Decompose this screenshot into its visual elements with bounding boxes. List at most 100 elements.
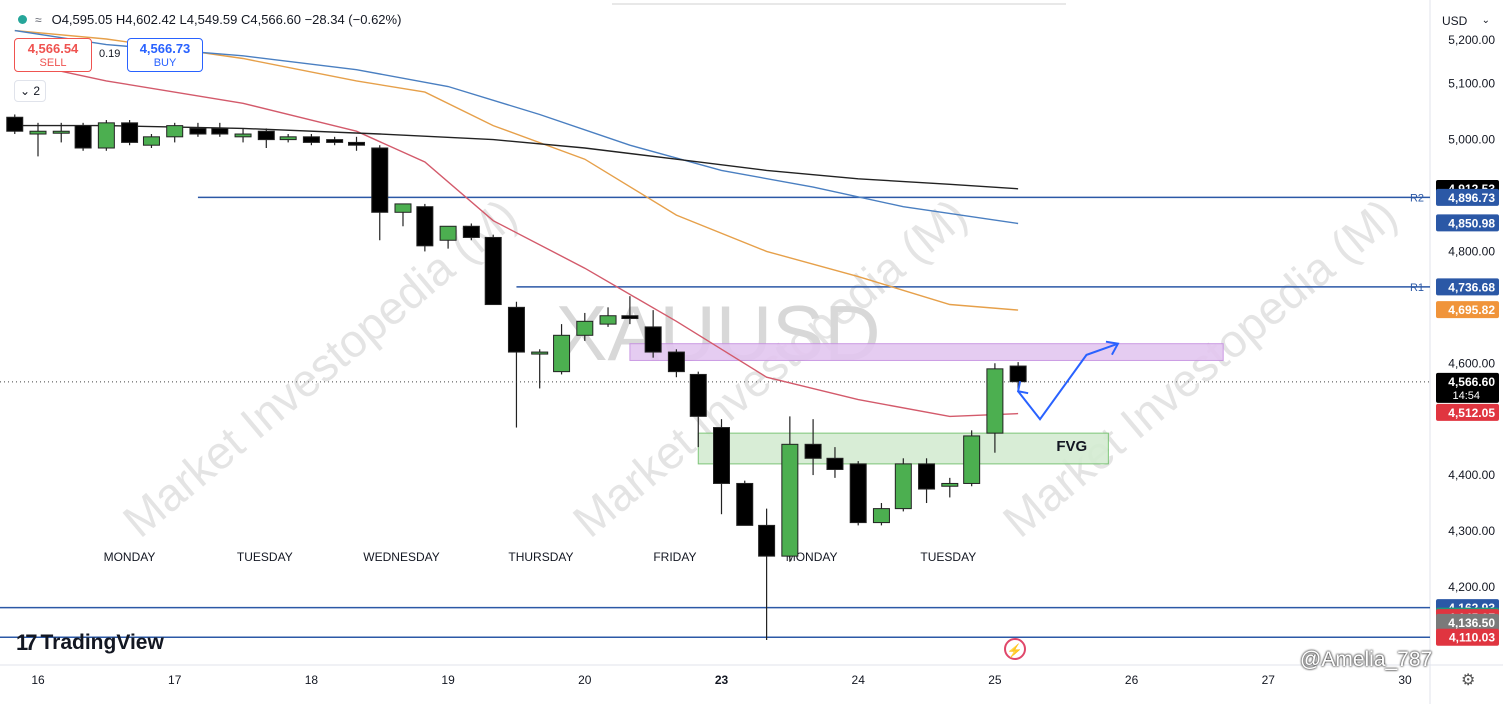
currency-selector[interactable]: USD ⌄ [1436, 10, 1496, 32]
watermark-text: Market Investopedia (M) [113, 188, 526, 547]
price-tick-label: 4,200.00 [1448, 580, 1495, 594]
price-tag [1436, 301, 1499, 319]
bull-candle[interactable] [166, 125, 184, 138]
bull-candle[interactable] [394, 203, 412, 213]
price-tag-value: 4,566.60 [1448, 375, 1495, 389]
fvg-label: FVG [1056, 438, 1087, 455]
price-tag-value: 4,512.05 [1448, 406, 1495, 420]
bear-candle[interactable] [302, 136, 320, 143]
bull-candle[interactable] [941, 482, 959, 487]
bear-candle[interactable] [326, 139, 344, 143]
spread-value: 0.19 [99, 48, 121, 60]
chevron-down-icon: ⌄ [1481, 15, 1490, 26]
bear-candle[interactable] [371, 147, 389, 213]
price-tick-label: 4,600.00 [1448, 356, 1495, 370]
sell-button[interactable]: 4,566.54 SELL [14, 38, 92, 72]
date-tick-label: 26 [1125, 673, 1139, 687]
bull-candle[interactable] [531, 351, 549, 355]
price-tag [1436, 214, 1499, 232]
bull-candle[interactable] [963, 435, 981, 484]
date-tick-label: 19 [441, 673, 455, 687]
bear-candle[interactable] [211, 127, 229, 135]
bear-candle[interactable] [189, 127, 207, 135]
bull-candle[interactable] [279, 136, 297, 141]
bull-candle[interactable] [872, 508, 890, 524]
buy-price: 4,566.73 [139, 41, 191, 56]
date-tick-label: 16 [31, 673, 45, 687]
price-tag-value: 4,896.73 [1448, 191, 1495, 205]
price-tick-label: 4,300.00 [1448, 524, 1495, 538]
arrow-tail-icon [1016, 381, 1029, 395]
bull-candle[interactable] [97, 122, 115, 149]
bull-candle[interactable] [576, 320, 594, 336]
bull-candle[interactable] [52, 130, 70, 134]
date-tick-label: 17 [168, 673, 182, 687]
level-label: R2 [1410, 192, 1424, 204]
bear-candle[interactable] [484, 236, 502, 306]
bear-candle[interactable] [758, 524, 776, 557]
bear-candle[interactable] [621, 315, 639, 320]
price-tag [1436, 403, 1499, 421]
ohlc-values: O4,595.05 H4,602.42 L4,549.59 C4,566.60 … [51, 12, 402, 27]
bull-candle[interactable] [553, 334, 571, 373]
bear-candle[interactable] [74, 125, 92, 149]
bear-candle[interactable] [689, 373, 707, 417]
symbol-wave-icon: ≈ [35, 12, 42, 27]
bear-candle[interactable] [667, 351, 685, 373]
bull-candle[interactable] [439, 225, 457, 241]
price-tag-value: 4,850.98 [1448, 216, 1495, 230]
session-label: FRIDAY [653, 550, 696, 564]
bear-candle[interactable] [1009, 365, 1027, 383]
session-label: MONDAY [786, 550, 838, 564]
author-credit: @Amelia_787 [1300, 648, 1433, 671]
date-tick-label: 18 [305, 673, 319, 687]
bear-candle[interactable] [804, 443, 822, 459]
bear-candle[interactable] [713, 427, 730, 484]
bull-candle[interactable] [781, 443, 799, 557]
price-tag [1436, 278, 1499, 296]
ema-red-line [14, 60, 1019, 418]
price-tick-label-partial: 5,200.00 [1448, 33, 1495, 47]
flash-event-icon[interactable]: ⚡ [1004, 638, 1026, 660]
bear-candle[interactable] [348, 141, 366, 146]
bull-candle[interactable] [234, 133, 252, 138]
projection-arrow [1017, 342, 1119, 421]
price-tick-label: 4,400.00 [1448, 468, 1495, 482]
bull-candle[interactable] [894, 463, 912, 510]
level-label: R1 [1410, 282, 1424, 294]
bear-candle[interactable] [507, 306, 525, 353]
bull-candle[interactable] [29, 130, 47, 135]
bear-candle[interactable] [6, 116, 24, 132]
session-label: TUESDAY [237, 550, 293, 564]
price-tag-value: 4,110.03 [1449, 631, 1495, 645]
price-tag-value: 4,736.68 [1448, 280, 1495, 294]
indicators-toggle-button[interactable]: ⌄ 2 [14, 80, 46, 102]
ema-orange-line [14, 29, 1019, 311]
date-tick-label: 23 [715, 673, 729, 687]
session-label: TUESDAY [920, 550, 976, 564]
buy-button[interactable]: 4,566.73 BUY [127, 38, 203, 72]
bear-candle[interactable] [826, 457, 844, 470]
gear-icon[interactable]: ⚙ [1461, 672, 1476, 689]
tradingview-logo[interactable]: 17 TradingView [16, 630, 164, 656]
sell-price: 4,566.54 [27, 41, 79, 56]
date-tick-label: 20 [578, 673, 592, 687]
bear-candle[interactable] [121, 122, 139, 143]
session-label: WEDNESDAY [363, 550, 439, 564]
price-tick-label: 5,000.00 [1448, 133, 1495, 147]
buy-label: BUY [153, 57, 177, 69]
bull-candle[interactable] [599, 315, 617, 325]
bear-candle[interactable] [736, 482, 754, 526]
bull-candle[interactable] [986, 368, 1004, 434]
price-tag-countdown: 14:54 [1452, 390, 1480, 402]
bull-candle[interactable] [142, 136, 160, 146]
bear-candle[interactable] [918, 463, 936, 490]
bear-candle[interactable] [849, 463, 867, 524]
tradingview-mark-icon: 17 [16, 630, 38, 655]
bear-candle[interactable] [644, 326, 662, 353]
bear-candle[interactable] [462, 225, 480, 238]
ohlc-legend: ≈ O4,595.05 H4,602.42 L4,549.59 C4,566.6… [18, 12, 401, 27]
bear-candle[interactable] [416, 206, 434, 247]
bear-candle[interactable] [257, 130, 275, 141]
